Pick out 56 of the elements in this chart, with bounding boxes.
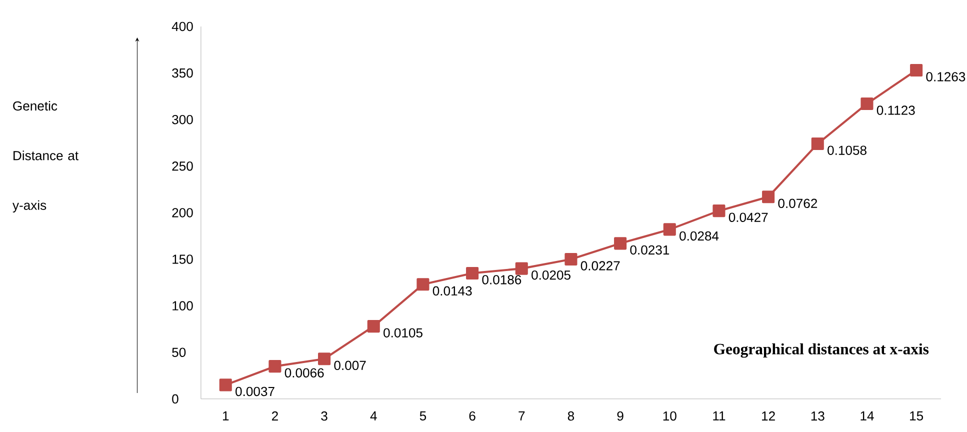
point: [762, 190, 775, 204]
point: [712, 204, 726, 217]
x-tick-label: 14: [860, 411, 874, 420]
x-tick-label: 15: [910, 411, 924, 420]
point: [416, 278, 430, 291]
point: [614, 237, 627, 250]
x-tick-label: 5: [420, 411, 426, 420]
point: [910, 64, 923, 76]
point: [466, 266, 479, 280]
annotation: 0.0143: [432, 286, 472, 296]
y-tick-label: 300: [172, 114, 193, 124]
point: [268, 360, 282, 372]
y-tick-label: 400: [172, 22, 193, 31]
x-tick-label: 13: [811, 411, 824, 421]
y-tick-label: 350: [172, 68, 193, 78]
annotation: 0.0037: [236, 386, 274, 396]
point: [663, 223, 676, 236]
x-tick-label: 7: [518, 411, 525, 420]
y-tick-label: 50: [172, 348, 186, 357]
y-tick-label: 250: [172, 161, 193, 171]
x-axis-title: Geographical distances at x-axis: [714, 343, 929, 358]
x-tick-label: 10: [663, 411, 676, 421]
annotation: 0.0066: [284, 368, 324, 378]
x-tick-label: 2: [272, 411, 278, 420]
point: [367, 320, 380, 332]
x-tick-label: 9: [617, 411, 624, 421]
annotation: 0.0186: [482, 275, 522, 284]
annotation: 0.1123: [876, 106, 915, 115]
annotation: 0.007: [334, 360, 366, 370]
y-tick-label: 100: [172, 301, 193, 310]
x-tick-label: 1: [222, 411, 229, 420]
x-tick-label: 11: [713, 411, 726, 420]
annotation: 0.0205: [532, 270, 570, 280]
annotation: 0.1058: [828, 146, 866, 155]
y-tick-label: 150: [172, 254, 193, 264]
annotation: 0.0284: [680, 231, 719, 240]
x-tick-label: 8: [568, 411, 574, 421]
point: [860, 97, 874, 110]
annotation: 0.0231: [630, 245, 670, 254]
y-tick-label: 0: [172, 394, 178, 404]
x-tick-label: 6: [469, 411, 476, 421]
x-tick-label: 3: [321, 411, 328, 421]
annotation: 0.0762: [778, 198, 818, 208]
text: Genetic Distance at y-axis: [12, 100, 78, 212]
annotation: 0.0227: [580, 261, 620, 270]
y-tick-label: 200: [172, 208, 193, 218]
point: [811, 137, 824, 150]
point: [219, 378, 232, 392]
point: [318, 352, 331, 366]
x-tick-label: 4: [370, 411, 377, 420]
annotation: 0.0427: [728, 212, 768, 222]
x-tick-label: 12: [762, 411, 775, 420]
point: [515, 262, 528, 275]
annotation: 0.1263: [926, 72, 966, 82]
annotation: 0.0105: [384, 328, 422, 338]
point: [564, 252, 578, 266]
